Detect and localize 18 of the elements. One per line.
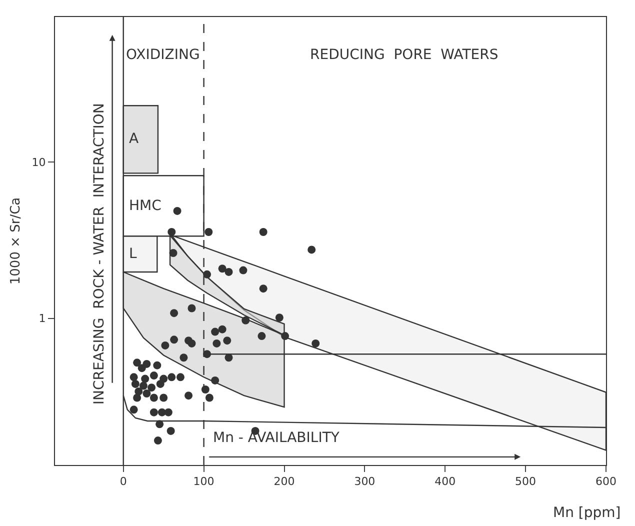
annotation: INCREASING ROCK - WATER INTERACTION (92, 103, 108, 405)
x-axis-title: Mn [ppm] (553, 505, 621, 521)
y-tick-label: 10 (32, 156, 46, 169)
x-tick-label: 0 (120, 475, 127, 488)
x-tick-label: 400 (434, 475, 456, 488)
x-tick-label: 200 (274, 475, 295, 488)
annotation: Mn - AVAILABILITY (213, 430, 340, 446)
annotation: OXIDIZING (126, 47, 200, 63)
y-axis-title: 1000 × Sr/Ca (8, 197, 24, 285)
series-label: A (129, 131, 139, 147)
series-label: HMC (129, 198, 162, 214)
x-tick-label: 300 (354, 475, 376, 488)
annotation: REDUCING PORE WATERS (310, 47, 498, 63)
x-tick-label: 100 (193, 475, 214, 488)
x-tick-label: 500 (515, 475, 536, 488)
series-label: L (129, 246, 137, 262)
y-tick-label: 1 (38, 312, 46, 326)
x-tick-label: 600 (596, 475, 616, 488)
